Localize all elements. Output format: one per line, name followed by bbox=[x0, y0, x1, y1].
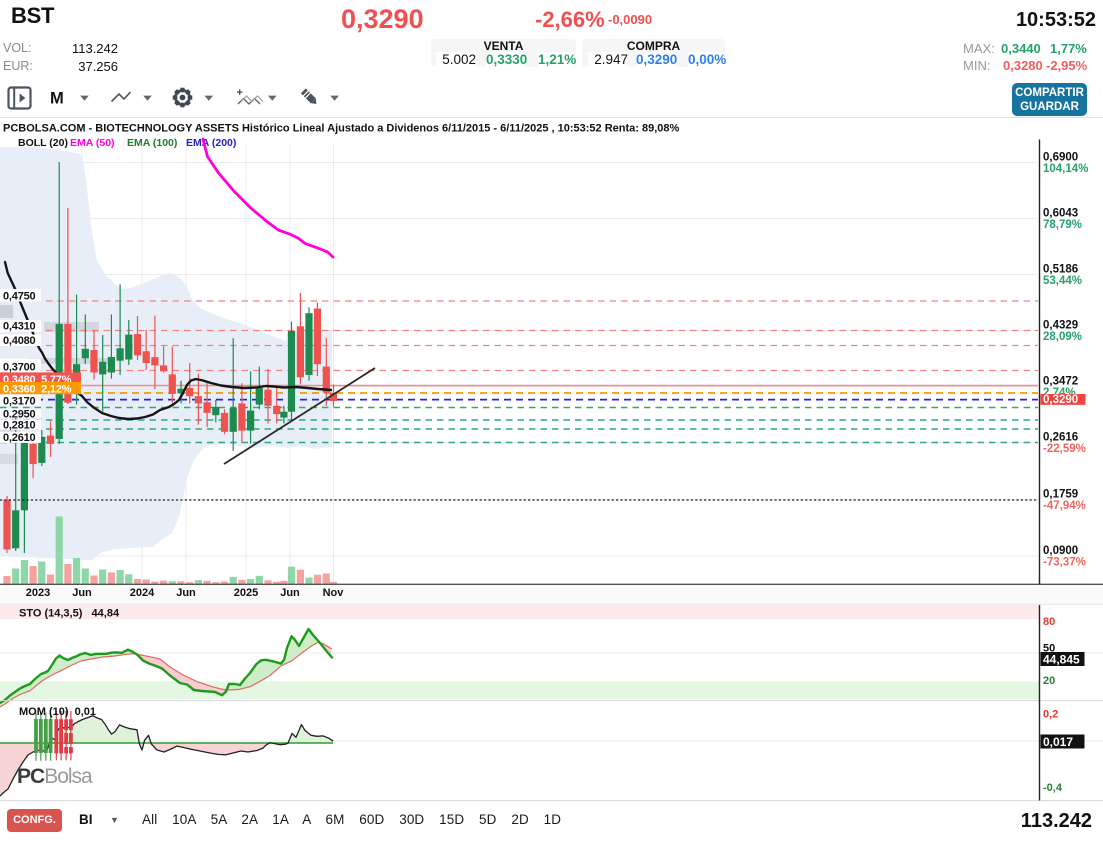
svg-text:0,3472: 0,3472 bbox=[1043, 376, 1078, 388]
svg-text:0,6043: 0,6043 bbox=[1043, 208, 1078, 220]
svg-text:PCBolsa: PCBolsa bbox=[17, 765, 93, 788]
svg-text:0,3170: 0,3170 bbox=[3, 396, 36, 408]
svg-text:0,0900: 0,0900 bbox=[1043, 545, 1078, 557]
svg-text:0,2610: 0,2610 bbox=[3, 432, 36, 444]
svg-text:-47,94%: -47,94% bbox=[1043, 500, 1086, 512]
svg-text:STO (14,3,5) 44,84: STO (14,3,5) 44,84 bbox=[19, 608, 120, 620]
svg-text:78,79%: 78,79% bbox=[1043, 219, 1082, 231]
svg-text:0,2810: 0,2810 bbox=[3, 419, 36, 431]
svg-text:2025: 2025 bbox=[234, 587, 258, 599]
svg-text:28,09%: 28,09% bbox=[1043, 331, 1082, 343]
svg-text:0,5186: 0,5186 bbox=[1043, 264, 1078, 276]
svg-text:+: + bbox=[237, 87, 243, 99]
svg-text:EMA (100): EMA (100) bbox=[127, 137, 177, 149]
svg-text:-22,59%: -22,59% bbox=[1043, 443, 1086, 455]
svg-text:2024: 2024 bbox=[130, 587, 155, 599]
svg-text:0,3480 5,77%: 0,3480 5,77% bbox=[3, 374, 72, 386]
svg-text:PCBOLSA.COM - BIOTECHNOLOGY AS: PCBOLSA.COM - BIOTECHNOLOGY ASSETS Histó… bbox=[3, 123, 680, 135]
svg-text:BOLL (20): BOLL (20) bbox=[18, 137, 68, 149]
svg-text:MOM (10) 0,01: MOM (10) 0,01 bbox=[19, 706, 96, 718]
svg-text:0,2616: 0,2616 bbox=[1043, 432, 1078, 444]
svg-text:50: 50 bbox=[1043, 643, 1055, 655]
svg-text:-73,37%: -73,37% bbox=[1043, 557, 1086, 569]
svg-text:0,3360 2,12%: 0,3360 2,12% bbox=[3, 383, 72, 395]
svg-text:0,017: 0,017 bbox=[1043, 735, 1073, 749]
svg-text:-0,4: -0,4 bbox=[1043, 782, 1063, 794]
svg-text:Jun: Jun bbox=[72, 587, 92, 599]
svg-text:Nov: Nov bbox=[323, 587, 345, 599]
svg-text:20: 20 bbox=[1043, 675, 1055, 687]
svg-text:0,4080: 0,4080 bbox=[3, 335, 36, 347]
svg-text:0,2: 0,2 bbox=[1043, 709, 1058, 721]
svg-text:0,4310: 0,4310 bbox=[3, 321, 36, 333]
svg-text:0,4750: 0,4750 bbox=[3, 290, 36, 302]
svg-text:0,3700: 0,3700 bbox=[3, 361, 36, 373]
svg-text:M: M bbox=[50, 90, 64, 108]
svg-text:EMA (200): EMA (200) bbox=[186, 137, 236, 149]
svg-text:0,1759: 0,1759 bbox=[1043, 489, 1078, 501]
svg-text:0,4329: 0,4329 bbox=[1043, 320, 1078, 332]
svg-text:2023: 2023 bbox=[26, 587, 50, 599]
svg-text:53,44%: 53,44% bbox=[1043, 275, 1082, 287]
svg-text:EMA (50): EMA (50) bbox=[70, 137, 115, 149]
svg-text:104,14%: 104,14% bbox=[1043, 163, 1088, 175]
svg-text:Jun: Jun bbox=[176, 587, 196, 599]
svg-text:80: 80 bbox=[1043, 616, 1055, 628]
svg-text:0,6900: 0,6900 bbox=[1043, 152, 1078, 164]
svg-text:44,845: 44,845 bbox=[1043, 653, 1080, 667]
svg-text:0,3290: 0,3290 bbox=[1043, 394, 1078, 406]
svg-text:0,2950: 0,2950 bbox=[3, 408, 36, 420]
svg-text:Jun: Jun bbox=[280, 587, 300, 599]
